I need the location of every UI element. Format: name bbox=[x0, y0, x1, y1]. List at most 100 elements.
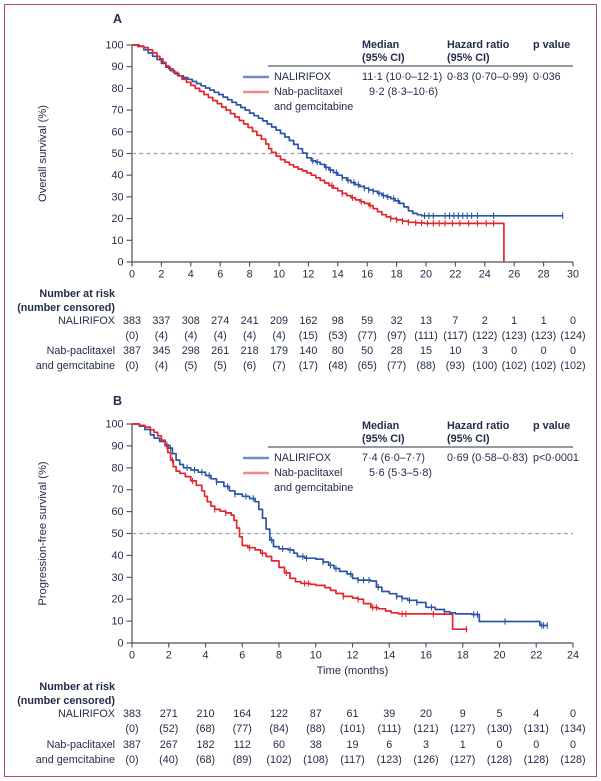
risk-count: 261 bbox=[211, 345, 230, 357]
risk-count: 19 bbox=[346, 739, 359, 751]
risk-count: 241 bbox=[240, 315, 259, 327]
risk-censored-count: (52) bbox=[159, 723, 179, 735]
risk-censored-count: (102) bbox=[560, 360, 586, 372]
risk-censored-count: (128) bbox=[523, 754, 549, 766]
risk-b-subtitle: (number censored) bbox=[17, 695, 115, 707]
risk-censored-count: (0) bbox=[125, 330, 139, 342]
legend-a-nabgem-label-2: and gemcitabine bbox=[274, 101, 354, 113]
risk-count: 140 bbox=[299, 345, 318, 357]
risk-b-title: Number at risk bbox=[39, 681, 115, 693]
svg-text:10: 10 bbox=[111, 616, 123, 628]
risk-count: 4 bbox=[533, 708, 540, 720]
svg-text:0: 0 bbox=[129, 269, 135, 281]
x-axis-label-b: Time (months) bbox=[317, 665, 389, 677]
risk-censored-count: (97) bbox=[386, 330, 407, 342]
svg-text:16: 16 bbox=[361, 269, 373, 281]
legend-a-nabgem-label-1: Nab-paclitaxel bbox=[274, 86, 343, 98]
svg-text:20: 20 bbox=[493, 650, 505, 662]
svg-text:40: 40 bbox=[111, 550, 123, 562]
svg-text:14: 14 bbox=[383, 650, 395, 662]
svg-text:4: 4 bbox=[202, 650, 208, 662]
risk-count: 164 bbox=[233, 708, 252, 720]
risk-censored-count: (7) bbox=[272, 360, 286, 372]
risk-count: 274 bbox=[211, 315, 230, 327]
svg-text:100: 100 bbox=[105, 419, 123, 431]
risk-count: 209 bbox=[269, 315, 289, 327]
risk-censored-count: (111) bbox=[377, 723, 402, 735]
svg-text:60: 60 bbox=[111, 506, 123, 518]
stats-a-header-median-1: Median bbox=[362, 39, 400, 51]
risk-censored-count: (117) bbox=[443, 330, 468, 342]
risk-count: 15 bbox=[419, 345, 433, 357]
risk-censored-count: (121) bbox=[413, 723, 439, 735]
risk-count: 0 bbox=[540, 345, 547, 357]
risk-censored-count: (53) bbox=[328, 330, 348, 342]
risk-censored-count: (93) bbox=[445, 360, 465, 372]
svg-text:30: 30 bbox=[111, 572, 123, 584]
risk-censored-count: (124) bbox=[560, 330, 586, 342]
stats-a-header-p: p value bbox=[533, 39, 571, 51]
stats-b-header-hr-2: (95% CI) bbox=[447, 433, 490, 445]
risk-count: 98 bbox=[331, 315, 344, 327]
svg-text:0: 0 bbox=[117, 638, 123, 650]
risk-censored-count: (4) bbox=[154, 360, 168, 372]
risk-count: 50 bbox=[361, 345, 374, 357]
risk-count: 3 bbox=[481, 345, 488, 357]
risk-count: 9 bbox=[459, 708, 466, 720]
risk-count: 1 bbox=[459, 739, 466, 751]
risk-censored-count: (68) bbox=[195, 754, 216, 766]
risk-count: 182 bbox=[196, 739, 215, 751]
risk-censored-count: (88) bbox=[306, 723, 326, 735]
panel-b-letter: B bbox=[113, 394, 123, 408]
svg-text:24: 24 bbox=[567, 650, 579, 662]
svg-text:50: 50 bbox=[111, 528, 123, 540]
svg-text:80: 80 bbox=[111, 83, 123, 95]
legend-b-nalirifox-label: NALIRIFOX bbox=[274, 452, 331, 464]
svg-text:100: 100 bbox=[105, 40, 123, 52]
svg-text:20: 20 bbox=[111, 213, 123, 225]
risk-count: 0 bbox=[511, 345, 518, 357]
stats-b-pvalue: p<0·0001 bbox=[533, 452, 579, 464]
risk-censored-count: (111) bbox=[414, 330, 438, 342]
risk-count: 0 bbox=[569, 708, 577, 720]
risk-count: 337 bbox=[152, 315, 171, 327]
svg-text:30: 30 bbox=[111, 191, 123, 203]
risk-censored-count: (102) bbox=[530, 360, 557, 372]
risk-censored-count: (77) bbox=[386, 360, 407, 372]
svg-text:30: 30 bbox=[567, 269, 579, 281]
legend-b-nabgem-label-1: Nab-paclitaxel bbox=[274, 467, 343, 479]
svg-text:60: 60 bbox=[111, 126, 123, 138]
stats-a-hr: 0·83 (0·70–0·99) bbox=[447, 71, 529, 83]
svg-text:10: 10 bbox=[111, 235, 123, 247]
risk-censored-count: (123) bbox=[376, 754, 402, 766]
stats-b-header-p: p value bbox=[533, 420, 571, 432]
svg-text:8: 8 bbox=[247, 269, 253, 281]
risk-count: 383 bbox=[122, 315, 142, 327]
risk-censored-count: (68) bbox=[195, 723, 216, 735]
legend-b-nabgem-label-2: and gemcitabine bbox=[274, 482, 354, 494]
risk-count: 7 bbox=[452, 315, 459, 327]
risk-count: 13 bbox=[419, 315, 433, 327]
risk-count: 383 bbox=[122, 708, 142, 720]
risk-censored-count: (4) bbox=[272, 330, 286, 342]
risk-count: 6 bbox=[386, 739, 393, 751]
svg-text:8: 8 bbox=[276, 650, 282, 662]
risk-a-row-label-nalirifox: NALIRIFOX bbox=[58, 315, 115, 327]
svg-text:20: 20 bbox=[111, 594, 123, 606]
risk-censored-count: (40) bbox=[159, 754, 179, 766]
risk-count: 39 bbox=[383, 708, 396, 720]
legend-a-nalirifox-label: NALIRIFOX bbox=[274, 71, 331, 83]
risk-a-row-label-nabgem-1: Nab-paclitaxel bbox=[46, 345, 115, 357]
risk-censored-count: (48) bbox=[328, 360, 348, 372]
svg-text:10: 10 bbox=[273, 269, 285, 281]
risk-censored-count: (77) bbox=[232, 723, 252, 735]
risk-censored-count: (127) bbox=[450, 723, 476, 735]
risk-censored-count: (4) bbox=[154, 330, 168, 342]
svg-text:40: 40 bbox=[111, 170, 123, 182]
svg-text:2: 2 bbox=[158, 269, 164, 281]
risk-count: 2 bbox=[481, 315, 488, 327]
risk-count: 60 bbox=[272, 739, 286, 751]
risk-censored-count: (88) bbox=[416, 360, 436, 372]
